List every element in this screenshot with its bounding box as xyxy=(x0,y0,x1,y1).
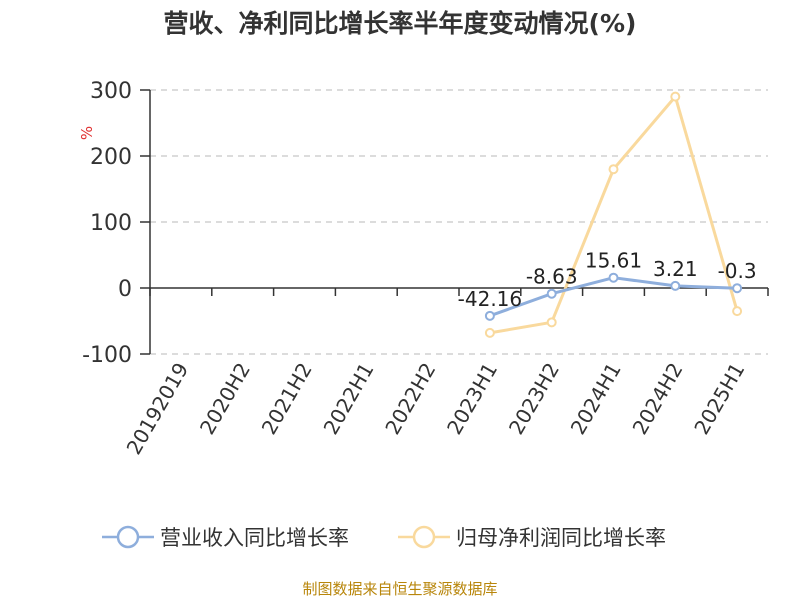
y-tick-label: 0 xyxy=(118,277,132,302)
series-layer xyxy=(484,91,743,338)
data-point xyxy=(484,310,495,321)
data-point xyxy=(546,317,557,328)
data-label: 3.21 xyxy=(653,257,698,281)
y-tick-label: 100 xyxy=(90,211,132,236)
data-point xyxy=(484,327,495,338)
grid-layer xyxy=(150,89,768,355)
data-point xyxy=(732,306,743,317)
x-tick-label: 2022H2 xyxy=(380,358,440,438)
x-tick-label: 2024H2 xyxy=(628,359,688,439)
x-tick-label: 2020H2 xyxy=(195,359,255,439)
data-point xyxy=(732,283,743,294)
y-tick-label: -100 xyxy=(82,343,132,368)
legend-label-net-profit: 归母净利润同比增长率 xyxy=(456,526,666,550)
legend-label-revenue: 营业收入同比增长率 xyxy=(160,526,349,550)
chart-title: 营收、净利同比增长率半年度变动情况(%) xyxy=(163,9,637,38)
legend-line-marker-icon xyxy=(398,525,450,549)
data-label: -8.63 xyxy=(526,265,578,289)
data-point xyxy=(670,280,681,291)
data-point xyxy=(546,288,557,299)
data-label: 15.61 xyxy=(585,249,642,273)
x-tick-label: 2023H2 xyxy=(504,359,564,439)
data-point xyxy=(608,164,619,175)
data-point xyxy=(670,91,681,102)
chart-legend: 营业收入同比增长率 归母净利润同比增长率 xyxy=(0,520,800,554)
legend-item-revenue[interactable]: 营业收入同比增长率 xyxy=(102,520,349,554)
x-tick-label: 20192019 xyxy=(122,359,194,459)
x-tick-label: 2025H1 xyxy=(689,359,749,439)
y-tick-label: 300 xyxy=(90,79,132,104)
series-line-net-profit xyxy=(489,95,739,335)
x-tick-label: 2023H1 xyxy=(442,359,502,439)
data-source-note: 制图数据来自恒生聚源数据库 xyxy=(302,580,498,598)
data-label: -0.3 xyxy=(718,259,757,283)
legend-item-net-profit[interactable]: 归母净利润同比增长率 xyxy=(398,520,666,554)
legend-line-marker-icon xyxy=(102,525,154,549)
y-tick-label: 200 xyxy=(90,145,132,170)
x-tick-label: 2024H1 xyxy=(566,359,626,439)
x-tick-label: 2022H1 xyxy=(319,359,379,439)
y-axis-label: % xyxy=(78,126,96,140)
data-label: -42.16 xyxy=(458,287,522,311)
data-point xyxy=(608,272,619,283)
data-label-layer: -42.16-8.63 15.61 3.21 -0.3 xyxy=(458,249,757,311)
x-tick-label: 2021H2 xyxy=(257,359,317,439)
